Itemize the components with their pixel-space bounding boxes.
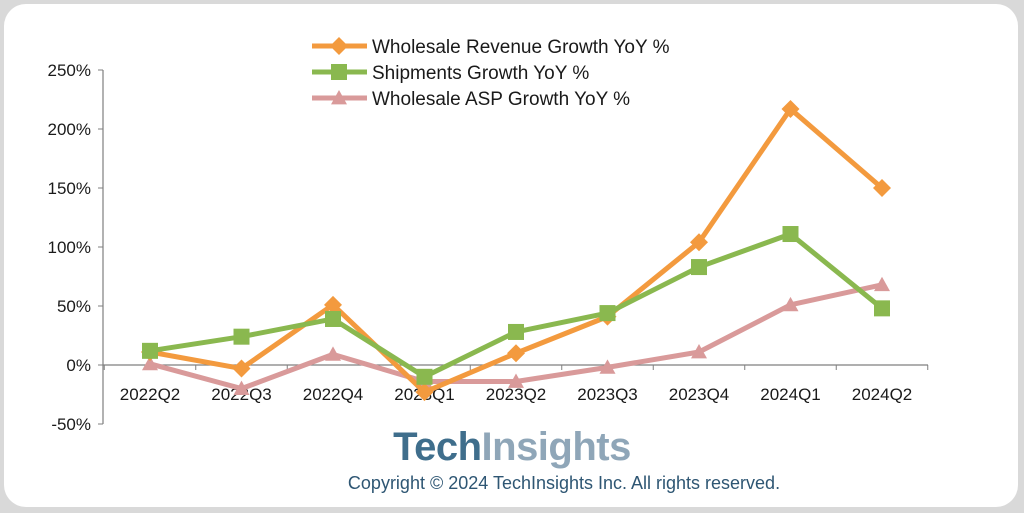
data-point <box>142 342 158 359</box>
data-point <box>690 233 708 252</box>
legend-label: Wholesale Revenue Growth YoY % <box>372 37 670 58</box>
y-tick-label: 100% <box>48 238 91 257</box>
logo-part-insights: Insights <box>481 425 632 469</box>
legend-label: Wholesale ASP Growth YoY % <box>372 89 630 110</box>
data-point <box>782 296 799 312</box>
data-point <box>599 305 616 322</box>
legend-marker <box>330 37 348 55</box>
data-point <box>508 373 524 388</box>
data-point <box>781 99 800 118</box>
y-tick-label: -50% <box>51 415 91 434</box>
y-tick-labels: 250% 200% 150% 100% 50% 0% -50% <box>48 61 91 434</box>
data-point <box>873 179 891 197</box>
y-tick-label: 150% <box>48 179 91 198</box>
data-point <box>142 355 158 371</box>
y-tick-label: 250% <box>48 61 91 80</box>
data-point <box>874 300 890 317</box>
y-tick-label: 50% <box>57 297 91 316</box>
legend-item: Wholesale Revenue Growth YoY % <box>312 37 670 58</box>
data-point <box>874 276 890 292</box>
series-square-group <box>142 226 890 385</box>
data-point <box>691 259 707 276</box>
data-point <box>324 295 342 314</box>
data-point <box>325 346 341 361</box>
legend-item: Shipments Growth YoY % <box>312 63 589 84</box>
techinsights-logo: TechInsights <box>0 425 1024 470</box>
y-tick-label: 0% <box>66 356 91 375</box>
y-tick-label: 200% <box>48 120 91 139</box>
data-point <box>599 359 616 374</box>
x-tick-label: 2024Q2 <box>852 385 913 404</box>
data-point <box>691 344 707 359</box>
data-point <box>233 328 250 345</box>
x-tick-label: 2022Q2 <box>120 385 181 404</box>
x-tick-label: 2023Q2 <box>486 385 547 404</box>
legend-marker <box>331 64 347 80</box>
data-point <box>415 383 434 402</box>
data-point <box>232 359 251 378</box>
copyright-text: Copyright © 2024 TechInsights Inc. All r… <box>347 473 781 493</box>
data-point <box>233 380 250 395</box>
logo-part-tech: Tech <box>393 425 482 469</box>
legend-label: Shipments Growth YoY % <box>372 63 589 84</box>
data-point <box>508 323 524 340</box>
x-tick-label: 2023Q3 <box>577 385 638 404</box>
series-group <box>141 99 891 402</box>
legend-marker <box>331 90 347 105</box>
series-diamond-group <box>141 99 891 402</box>
legend-item: Wholesale ASP Growth YoY % <box>312 89 630 110</box>
legend: Wholesale Revenue Growth YoY % Shipments … <box>312 37 670 110</box>
data-point <box>507 344 525 363</box>
x-tick-label: 2024Q1 <box>760 385 821 404</box>
chart-card <box>4 4 1018 507</box>
x-tick-label: 2023Q4 <box>669 385 730 404</box>
x-tick-label: 2022Q4 <box>303 385 364 404</box>
data-point <box>416 368 433 385</box>
data-point <box>325 310 341 327</box>
data-point <box>782 226 799 243</box>
